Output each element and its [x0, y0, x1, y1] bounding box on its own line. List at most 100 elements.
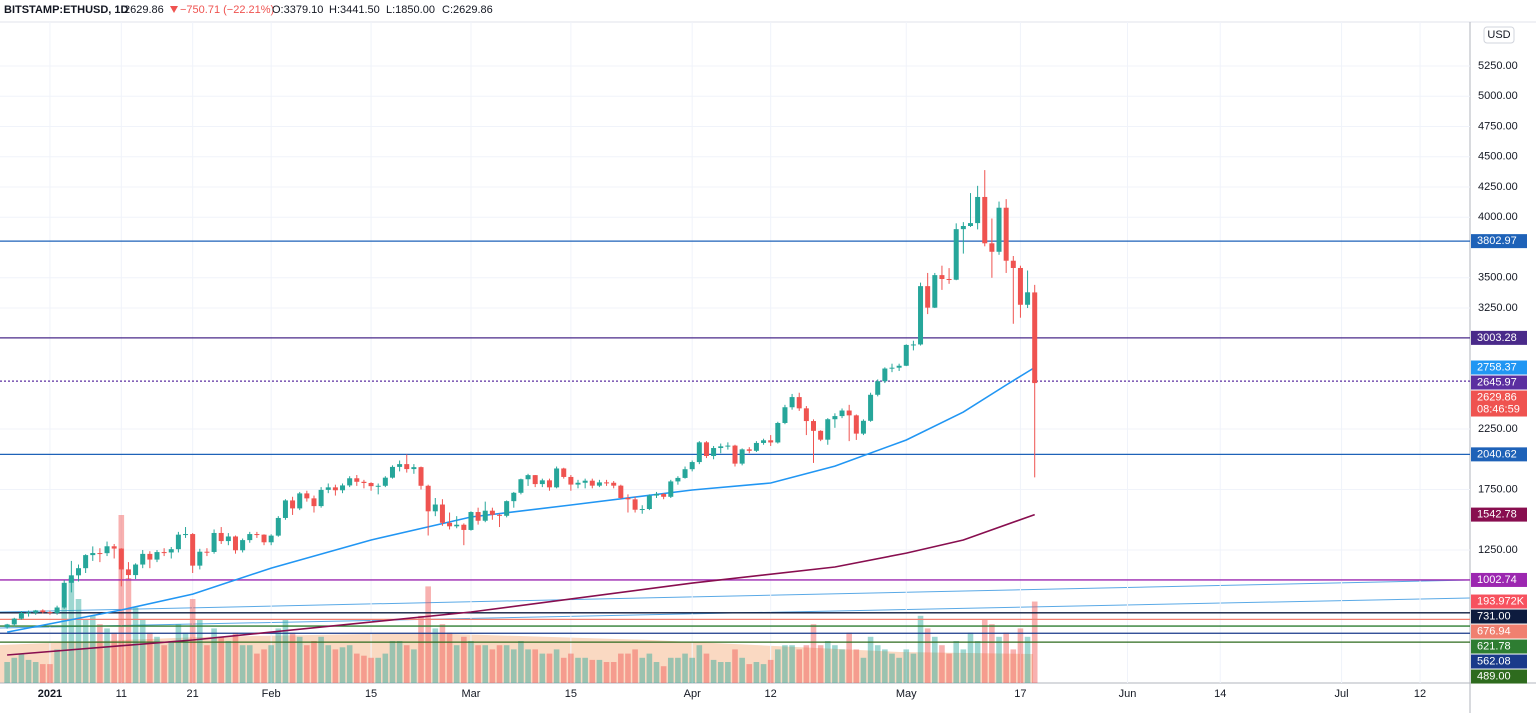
- price-label: 489.00: [1471, 669, 1527, 684]
- volume-bar: [232, 632, 239, 683]
- y-tick-label: 4000.00: [1478, 211, 1518, 223]
- axes: 1250.00 1750.00 2250.00 3250.00 3500.00 4000.…: [38, 60, 1527, 700]
- candle-body: [368, 482, 374, 487]
- volume-bar: [846, 632, 852, 683]
- volume-bar: [361, 655, 367, 683]
- candle-body: [304, 493, 310, 499]
- candle-body: [140, 553, 146, 565]
- volume-bar: [147, 632, 153, 683]
- y-tick-label: 1250.00: [1478, 544, 1518, 556]
- volume-bar: [924, 628, 931, 683]
- candle-body: [953, 229, 959, 280]
- candle-body: [161, 552, 167, 554]
- plot: [0, 170, 1470, 683]
- x-tick-label: May: [896, 688, 917, 700]
- candle-body: [868, 394, 874, 421]
- candle-body: [225, 536, 231, 542]
- candle-body: [1025, 292, 1031, 305]
- candle-body: [775, 422, 781, 443]
- candle-body: [532, 475, 538, 485]
- candle-body: [347, 478, 353, 486]
- volume-bar: [82, 620, 89, 683]
- price-label: 731.00: [1471, 609, 1527, 624]
- candle-body: [325, 487, 331, 490]
- volume-bar: [510, 649, 517, 683]
- candle-body: [61, 582, 67, 608]
- candle-body: [261, 534, 267, 543]
- candle-body: [90, 553, 96, 556]
- candle-body: [1032, 292, 1038, 384]
- candle-body: [889, 367, 895, 369]
- candle-body: [782, 407, 788, 423]
- candle-body: [375, 485, 381, 487]
- candle-body: [168, 549, 174, 553]
- volume-bar: [717, 662, 724, 683]
- candle-body: [133, 564, 139, 576]
- candle-body: [960, 225, 966, 230]
- candle-body: [75, 568, 81, 576]
- candle-body: [26, 612, 32, 614]
- candle-body: [646, 495, 652, 510]
- volume-bar: [596, 659, 603, 683]
- volume-bar: [246, 645, 253, 683]
- candle-body: [975, 196, 981, 224]
- low: L:1850.00: [386, 4, 435, 16]
- volume-bar: [289, 632, 296, 683]
- currency-badge[interactable]: [1483, 26, 1515, 44]
- volume-bar: [268, 645, 274, 683]
- price-label: 1542.78: [1471, 507, 1527, 522]
- volume-bar: [332, 649, 339, 683]
- candle-body: [389, 466, 395, 478]
- candle-body: [746, 449, 752, 451]
- y-tick-label: 4750.00: [1478, 120, 1518, 132]
- candle-body: [604, 482, 610, 484]
- candle-body: [268, 535, 274, 543]
- candle-body: [596, 482, 602, 486]
- price-label: 3802.97: [1471, 234, 1527, 249]
- volume-bar: [104, 628, 110, 683]
- candle-body: [832, 416, 838, 420]
- price-label-text: 1002.74: [1477, 574, 1517, 586]
- volume-bar: [468, 641, 474, 683]
- candle-body: [618, 485, 624, 498]
- volume-bar: [603, 662, 610, 683]
- candle-body: [111, 546, 117, 549]
- volume-bar: [989, 624, 995, 683]
- candle-body: [354, 478, 360, 482]
- currency[interactable]: USD: [1487, 29, 1510, 41]
- volume-bar: [889, 653, 895, 683]
- volume-bar: [753, 662, 760, 683]
- candle-body: [282, 500, 288, 518]
- volume-bar: [68, 578, 75, 683]
- volume-bar: [796, 649, 803, 683]
- price-label: 2758.37: [1471, 360, 1527, 375]
- x-tick-label: 12: [765, 688, 777, 700]
- volume-bar: [89, 615, 96, 683]
- y-tick-label: 5250.00: [1478, 60, 1518, 72]
- volume-bar: [568, 653, 574, 683]
- candle-body: [47, 612, 53, 614]
- candle-body: [946, 278, 952, 280]
- volume-bar: [789, 645, 795, 683]
- price-label-box: [1471, 375, 1527, 390]
- x-tick-label: 2021: [38, 688, 62, 700]
- candle-body: [918, 286, 924, 345]
- price-label-text: 489.00: [1477, 670, 1511, 682]
- volume-bar: [996, 636, 1002, 683]
- volume-bar: [446, 632, 453, 683]
- volume-bar: [197, 620, 203, 683]
- candle-body: [461, 524, 467, 530]
- change: −750.71 (−22.21%): [180, 4, 274, 16]
- volume-bar: [439, 624, 446, 683]
- volume-bar: [225, 641, 232, 683]
- volume-bar: [425, 586, 431, 683]
- last-price: 2629.86: [124, 4, 164, 16]
- symbol: BITSTAMP:ETHUSD, 1D: [4, 4, 129, 16]
- volume-bar: [154, 636, 160, 683]
- candle-body: [83, 555, 89, 569]
- candle-body: [903, 344, 909, 366]
- volume-bar: [582, 657, 588, 683]
- volume-bar: [960, 649, 967, 683]
- candle-body: [668, 481, 674, 497]
